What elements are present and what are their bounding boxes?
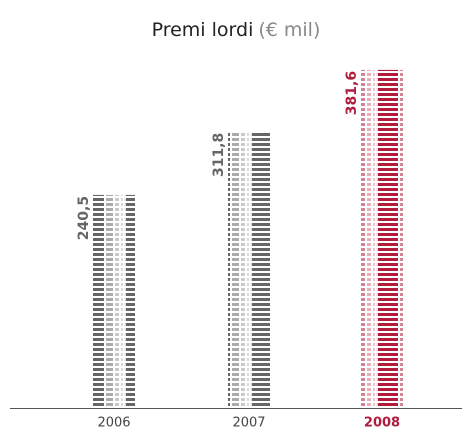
unit-text: (€ mil) <box>258 19 320 41</box>
x-tick-label: 2007 <box>232 416 265 431</box>
value-label: 240,5 <box>76 196 92 240</box>
x-tick-label: 2006 <box>97 416 130 431</box>
bar <box>93 194 135 408</box>
title-text: Premi lordi <box>152 19 254 41</box>
value-label: 311,8 <box>211 133 227 177</box>
bar <box>228 131 270 409</box>
bar <box>361 69 403 408</box>
value-label: 381,6 <box>344 71 360 115</box>
chart-title: Premi lordi (€ mil) <box>152 19 321 41</box>
x-tick-label: 2008 <box>364 416 400 431</box>
